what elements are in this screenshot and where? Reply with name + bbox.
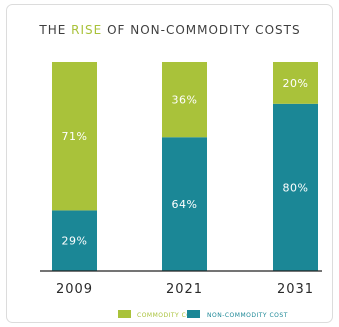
x-tick-label-2021: 2021 — [166, 282, 203, 297]
chart-title: THE RISE OF NON-COMMODITY COSTS — [38, 23, 300, 37]
x-tick-label-2009: 2009 — [56, 282, 93, 297]
bar-commodity-2021 — [162, 62, 207, 138]
data-label-non-commodity-2009: 29% — [62, 235, 88, 248]
chart-title-accent: RISE — [71, 23, 102, 37]
bar-non-commodity-2009 — [52, 210, 97, 271]
bars-layer — [52, 62, 318, 271]
legend: COMMODITY COST NON-COMMODITY COST — [118, 310, 288, 319]
chart-frame — [6, 4, 333, 323]
data-label-commodity-2009: 71% — [62, 130, 88, 143]
chart-title-pre: THE — [38, 23, 71, 37]
x-tick-label-2031: 2031 — [277, 282, 314, 297]
legend-swatch-commodity — [118, 310, 131, 318]
labels-layer: 29% 71% 64% 36% 80% 20% — [62, 77, 309, 248]
legend-label-non-commodity: NON-COMMODITY COST — [207, 312, 288, 319]
bar-non-commodity-2021 — [162, 137, 207, 271]
bar-commodity-2031 — [273, 62, 318, 104]
bar-commodity-2009 — [52, 62, 97, 211]
bar-non-commodity-2031 — [273, 103, 318, 271]
legend-label-commodity: COMMODITY COST — [137, 312, 200, 319]
legend-swatch-non-commodity — [187, 310, 200, 318]
chart-title-post: OF NON-COMMODITY COSTS — [102, 23, 300, 37]
data-label-non-commodity-2031: 80% — [283, 181, 309, 194]
data-label-commodity-2021: 36% — [172, 94, 198, 107]
x-axis-labels: 2009 2021 2031 — [56, 282, 314, 297]
data-label-non-commodity-2021: 64% — [172, 198, 198, 211]
data-label-commodity-2031: 20% — [283, 77, 309, 90]
